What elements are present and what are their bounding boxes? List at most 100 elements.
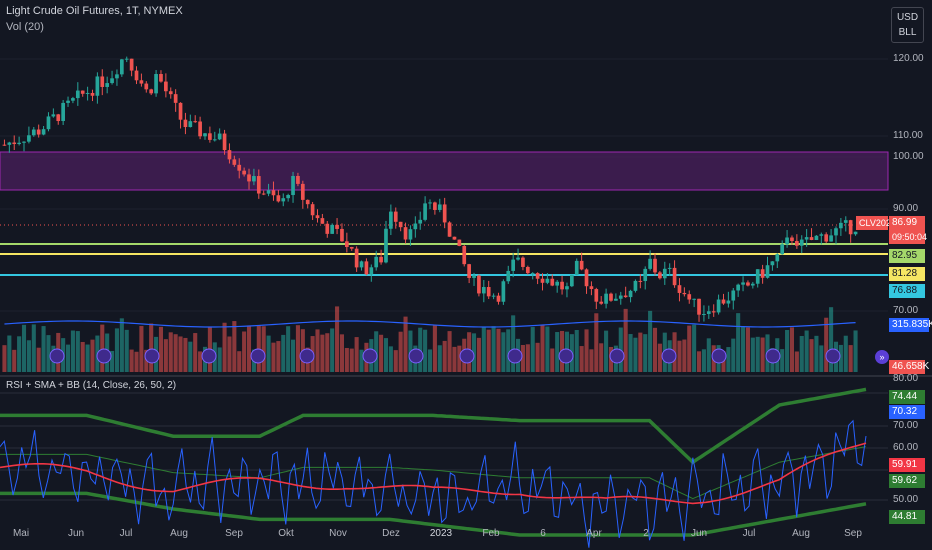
volume-bar [511, 315, 516, 372]
candle-body [149, 89, 154, 94]
event-marker-icon [144, 348, 160, 364]
event-marker-icon [558, 348, 574, 364]
candle-body [638, 280, 643, 282]
candle-body [545, 278, 550, 283]
volume-bar [574, 329, 579, 372]
volume-bar [442, 340, 447, 372]
candle-body [354, 248, 359, 268]
candle-body [403, 227, 408, 240]
candle-body [100, 76, 105, 87]
candle-body [697, 298, 701, 315]
price-tick-90: 90.00 [893, 203, 919, 214]
candle-body [843, 220, 848, 223]
event-marker-icon [507, 348, 523, 364]
candle-body [702, 313, 706, 315]
candle-body [711, 311, 716, 313]
volume-bar [838, 344, 843, 372]
event-marker-icon [765, 348, 781, 364]
candle-body [300, 183, 305, 200]
volume-bar [657, 343, 662, 372]
volume-indicator-label[interactable]: Vol (20) [6, 21, 44, 33]
volume-bar [359, 349, 364, 372]
price-tick-100: 100.00 [893, 151, 924, 162]
volume-bar [789, 327, 795, 372]
volume-bar [193, 333, 198, 372]
pane-separator[interactable] [0, 375, 932, 377]
volume-bar [227, 336, 232, 372]
candle-body [799, 239, 804, 246]
volume-bar [520, 344, 525, 372]
volume-bar [65, 344, 71, 372]
candle-body [442, 204, 447, 223]
volume-bar [139, 325, 144, 372]
candle-body [824, 234, 829, 242]
volume-bar [423, 329, 428, 372]
candle-body [457, 239, 462, 246]
candle-body [755, 269, 760, 284]
volume-bar [124, 329, 129, 372]
candle-body [521, 257, 525, 267]
candle-body [775, 254, 780, 262]
rsi-value-label: 70.32 [889, 405, 925, 419]
volume-bar [183, 337, 188, 372]
candle-body [633, 280, 638, 291]
candle-body [428, 202, 432, 204]
candle-body [310, 204, 315, 216]
volume-bar [242, 331, 247, 372]
volume-bar [814, 335, 819, 372]
volume-bar [388, 346, 393, 372]
time-tick: Jul [742, 528, 756, 539]
rsi-indicator-label[interactable]: RSI + SMA + BB (14, Close, 26, 50, 2) [6, 380, 177, 391]
candle-body [349, 246, 354, 249]
volume-bar [696, 351, 702, 372]
time-tick: Dez [382, 528, 400, 539]
volume-bar [599, 343, 604, 372]
candle-body [452, 236, 457, 240]
volume-bar [589, 349, 594, 372]
volume-bar [457, 345, 462, 372]
candle-body [731, 290, 736, 301]
volume-ma-label: 315.835K [889, 318, 932, 332]
symbol-badge[interactable]: CLV2023 [856, 216, 896, 230]
volume-bar [149, 323, 154, 372]
time-tick: Jun [67, 528, 85, 539]
candle-body [447, 222, 452, 237]
time-tick: Okt [278, 528, 294, 539]
volume-bar [173, 334, 178, 372]
currency-unit-button[interactable]: USD BLL [891, 7, 924, 43]
volume-bar [633, 337, 638, 372]
volume-bar [144, 349, 149, 372]
volume-bar [741, 326, 746, 372]
volume-bar [824, 317, 829, 372]
candle-body [491, 295, 496, 297]
volume-bar [246, 325, 252, 372]
volume-bar [682, 339, 687, 372]
candle-body [2, 144, 7, 146]
candle-body [198, 121, 202, 137]
volume-bar [848, 345, 853, 372]
candle-body [178, 102, 183, 120]
candle-body [36, 129, 41, 135]
scroll-to-realtime-icon[interactable]: » [875, 350, 889, 364]
candle-body [90, 92, 95, 96]
volume-bar [217, 347, 222, 372]
candle-body [848, 220, 853, 235]
candle-body [31, 129, 36, 136]
event-markers [49, 348, 841, 364]
volume-bar [12, 349, 17, 372]
candle-body [501, 281, 506, 302]
candle-body [599, 301, 604, 304]
candle-body [604, 293, 608, 304]
candle-body [413, 223, 418, 230]
candle-body [296, 175, 300, 184]
volume-bar [80, 341, 85, 372]
volume-bar [785, 329, 790, 372]
rsi-last-label: 44.81 [889, 510, 925, 524]
time-tick: Apr [586, 528, 602, 539]
volume-bar [158, 326, 164, 372]
event-marker-icon [661, 348, 677, 364]
volume-bar [276, 341, 281, 372]
candle-body [124, 58, 129, 60]
candle-body [770, 261, 775, 266]
